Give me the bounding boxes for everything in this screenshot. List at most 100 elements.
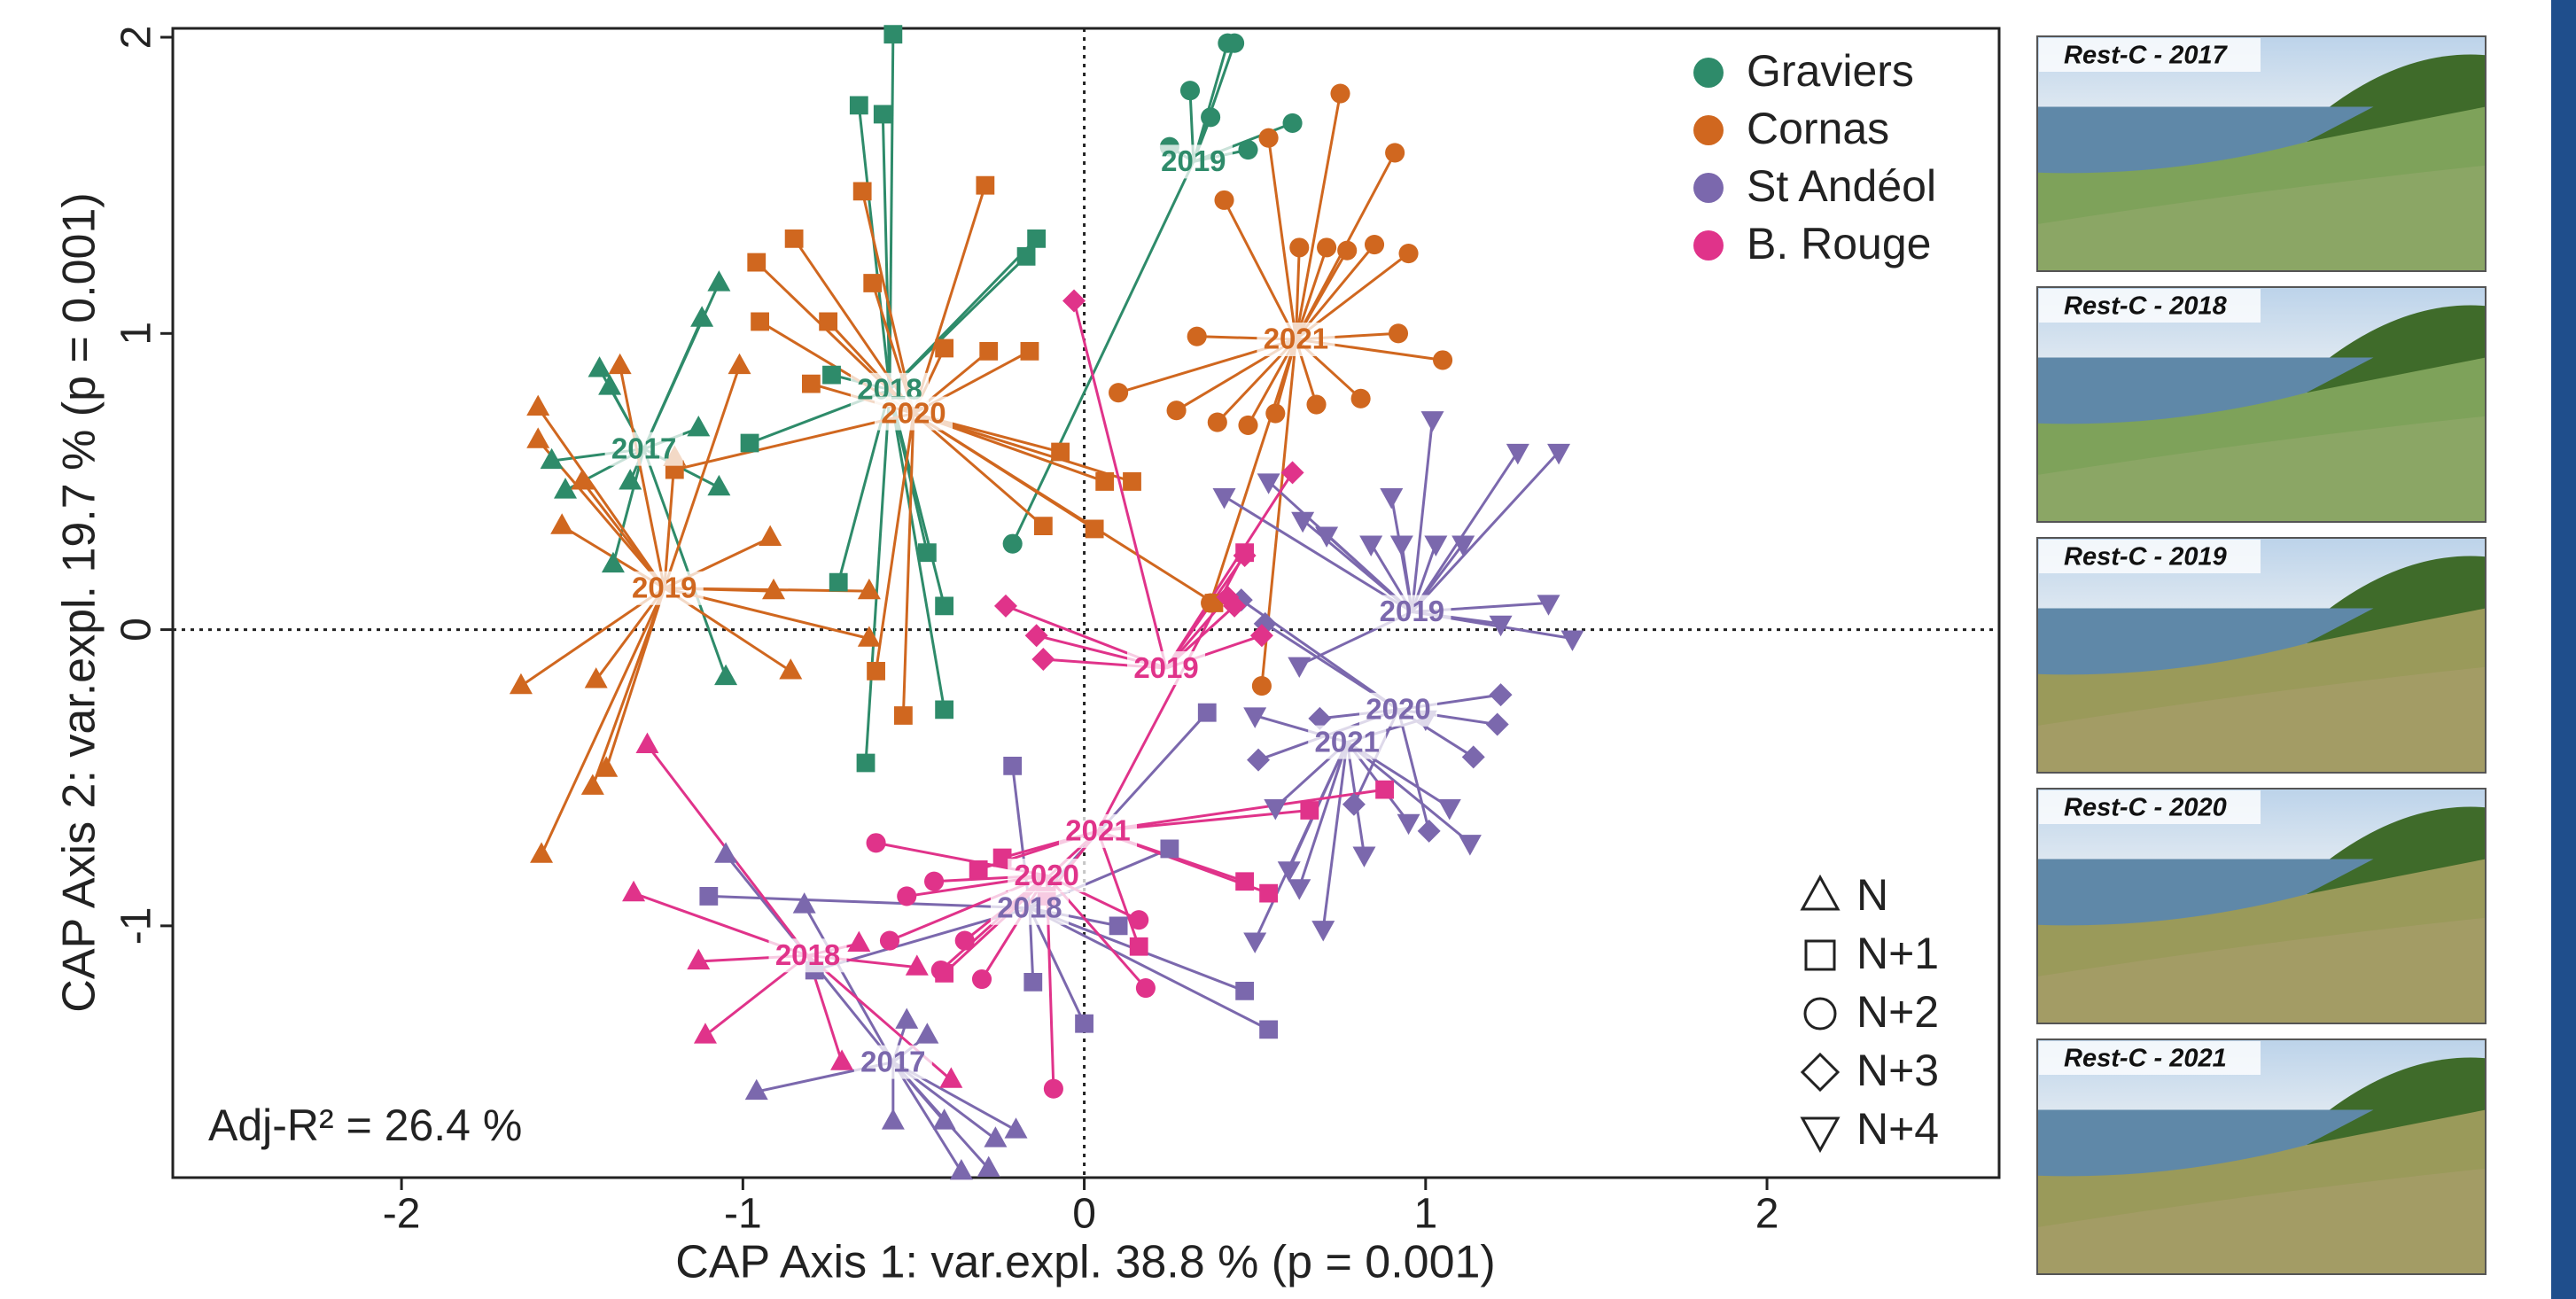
point — [1247, 748, 1271, 772]
spoke — [663, 457, 676, 588]
centroid-label-box — [1373, 595, 1451, 629]
plot-frame — [171, 27, 2001, 1179]
centroid-label-box — [1058, 813, 1137, 848]
point — [1201, 593, 1221, 613]
point — [1506, 443, 1529, 465]
point — [897, 886, 917, 906]
point — [1004, 1117, 1028, 1139]
centroid-label: 2018 — [997, 891, 1062, 924]
point — [1223, 594, 1247, 618]
spoke — [1209, 338, 1297, 603]
point — [595, 756, 619, 777]
point — [1417, 819, 1441, 843]
centroid-label-box — [1154, 144, 1233, 179]
photo-river — [2037, 608, 2374, 680]
spoke — [604, 587, 666, 770]
centroid-label: 2021 — [1314, 725, 1379, 758]
point — [1437, 799, 1461, 821]
spoke — [1072, 300, 1168, 669]
spoke — [1411, 451, 1520, 613]
centroid-label-box — [1127, 651, 1206, 686]
centroid-label-box — [768, 938, 847, 973]
point — [1350, 388, 1371, 408]
point — [1214, 190, 1234, 210]
point — [969, 860, 988, 879]
point — [873, 105, 892, 124]
point — [1027, 229, 1047, 248]
point — [1388, 323, 1409, 344]
point — [1364, 234, 1385, 255]
x-tick-label: 2 — [1755, 1191, 1779, 1238]
point — [881, 1108, 905, 1130]
spoke — [803, 904, 895, 1063]
shape-legend-label: N+2 — [1856, 987, 1939, 1037]
centroid-label-box — [604, 432, 683, 466]
photo-caption-box — [2039, 1041, 2261, 1075]
legend-label: B. Rouge — [1747, 219, 1931, 268]
point — [879, 930, 900, 951]
point — [554, 478, 578, 499]
point — [751, 312, 770, 331]
point — [1235, 543, 1255, 563]
point — [1282, 113, 1303, 134]
point — [822, 365, 841, 385]
point — [598, 374, 622, 395]
point — [1085, 519, 1104, 539]
centroid-label-box — [1308, 725, 1387, 759]
point — [1238, 140, 1258, 160]
spoke — [1397, 709, 1431, 832]
spoke — [536, 407, 665, 589]
spoke — [611, 448, 646, 565]
photo-river — [2037, 357, 2374, 429]
point — [1095, 472, 1115, 491]
point — [1207, 412, 1227, 432]
centroid-label: 2020 — [1366, 693, 1430, 726]
point — [1243, 707, 1267, 728]
shape-legend-label: N — [1856, 870, 1888, 920]
photo-texture — [2037, 1168, 2486, 1274]
point — [759, 525, 782, 547]
point — [1062, 289, 1086, 313]
spoke — [1294, 93, 1342, 340]
point — [1265, 403, 1286, 424]
point — [1235, 982, 1255, 1000]
centroid-label: 2020 — [881, 396, 946, 429]
photo-texture — [2037, 666, 2486, 773]
point — [935, 700, 954, 720]
point — [895, 1007, 919, 1029]
point — [935, 338, 954, 358]
point — [867, 661, 885, 681]
photo: Rest-C - 2020 — [2036, 788, 2487, 1024]
shape-legend-marker — [1803, 997, 1837, 1031]
point — [1489, 683, 1513, 707]
spoke — [1011, 160, 1195, 545]
point — [1289, 237, 1310, 258]
shape-legend-label: N+3 — [1856, 1046, 1939, 1095]
photo: Rest-C - 2018 — [2036, 286, 2487, 523]
photo-caption-box — [2039, 38, 2261, 72]
photo-caption-box — [2039, 540, 2261, 573]
point — [1397, 813, 1420, 836]
photo: Rest-C - 2021 — [2036, 1038, 2487, 1275]
spoke — [581, 480, 665, 589]
point — [1424, 535, 1448, 556]
centroid-label: 2019 — [632, 572, 697, 604]
point — [1359, 535, 1383, 556]
centroid-label-box — [625, 571, 704, 605]
shape-legend-marker — [1804, 939, 1836, 971]
centroid-label: 2017 — [611, 432, 676, 464]
spoke — [901, 413, 915, 716]
x-tick-label: -2 — [383, 1191, 421, 1238]
spoke — [1223, 199, 1297, 340]
point — [1537, 595, 1560, 616]
point — [1330, 83, 1350, 104]
point — [1212, 488, 1236, 509]
spoke — [1411, 451, 1560, 613]
point — [829, 572, 848, 592]
point — [1451, 535, 1475, 556]
spoke — [875, 413, 915, 672]
point — [932, 1108, 956, 1130]
point — [784, 229, 804, 248]
x-axis-title: CAP Axis 1: var.expl. 38.8 % (p = 0.001) — [675, 1237, 1495, 1288]
point — [1051, 442, 1070, 462]
